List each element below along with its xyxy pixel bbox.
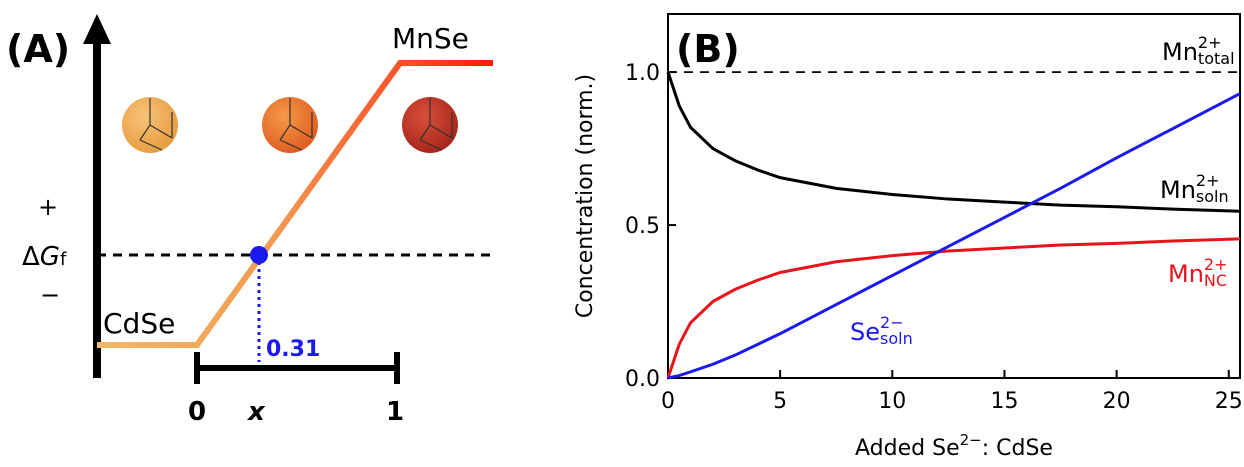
- energy-var: G: [40, 242, 60, 272]
- x-tick-label: 0: [661, 389, 675, 414]
- crossing-point: [250, 246, 268, 264]
- x-tick-label: 20: [1103, 389, 1131, 414]
- x-axis-label-text: Added Se: [855, 436, 960, 461]
- bar-label: 1: [386, 397, 404, 427]
- series-name: Mn: [1160, 176, 1196, 204]
- panel-label: (B): [676, 27, 740, 71]
- series-subscript: NC: [1204, 271, 1227, 290]
- phase-label: MnSe: [392, 22, 469, 55]
- x-axis-label: Added Se2−: CdSe: [855, 431, 1053, 461]
- energy-label: ΔGf: [22, 242, 67, 272]
- y-axis-label: Concentration (norm.): [573, 74, 598, 318]
- series-name: Mn: [1168, 260, 1204, 288]
- series-line: [668, 72, 1240, 211]
- energy-sub: f: [60, 249, 67, 270]
- energy-symbol: Δ: [22, 242, 40, 272]
- nanocrystals: [122, 97, 458, 153]
- y-tick-label: 0.0: [625, 367, 660, 392]
- series-label: Mn2+NC: [1168, 255, 1228, 290]
- series-subscript: soln: [1196, 187, 1229, 206]
- marked-x: 0.31: [266, 337, 320, 362]
- arrow-head: [83, 14, 111, 44]
- bar-label: 0: [188, 397, 206, 427]
- panel-a: (A) MnSe CdSe + − ΔGf 0.31 0 x 1: [6, 14, 493, 427]
- page: (A) MnSe CdSe + − ΔGf 0.31 0 x 1 (B) Con…: [0, 0, 1244, 463]
- bar-label: x: [246, 397, 266, 427]
- plot-frame: [668, 14, 1240, 378]
- series-subscript: total: [1198, 49, 1235, 68]
- x-axis-label-sup: 2−: [960, 431, 982, 449]
- sign-label: +: [38, 193, 58, 221]
- series-label: Mn2+total: [1162, 33, 1235, 68]
- series-name: Se: [850, 318, 880, 346]
- series-name: Mn: [1162, 38, 1198, 66]
- figure: (A) MnSe CdSe + − ΔGf 0.31 0 x 1 (B) Con…: [0, 0, 1244, 463]
- x-tick-label: 10: [878, 389, 906, 414]
- series-line: [668, 94, 1240, 378]
- x-tick-label: 5: [773, 389, 787, 414]
- sign-label: −: [40, 281, 60, 309]
- x-axis-label-rest: : CdSe: [982, 436, 1053, 461]
- y-tick-label: 0.5: [625, 214, 660, 239]
- y-tick-label: 1.0: [625, 61, 660, 86]
- panel-b: (B) Concentration (norm.) Added Se2−: Cd…: [573, 14, 1243, 461]
- series-label: Se2−soln: [850, 313, 913, 348]
- panel-label: (A): [6, 27, 70, 71]
- series-subscript: soln: [880, 329, 913, 348]
- x-tick-label: 25: [1215, 389, 1243, 414]
- x-tick-label: 15: [990, 389, 1018, 414]
- series-label: Mn2+soln: [1160, 171, 1229, 206]
- series-line: [668, 239, 1240, 378]
- phase-label: CdSe: [103, 307, 175, 340]
